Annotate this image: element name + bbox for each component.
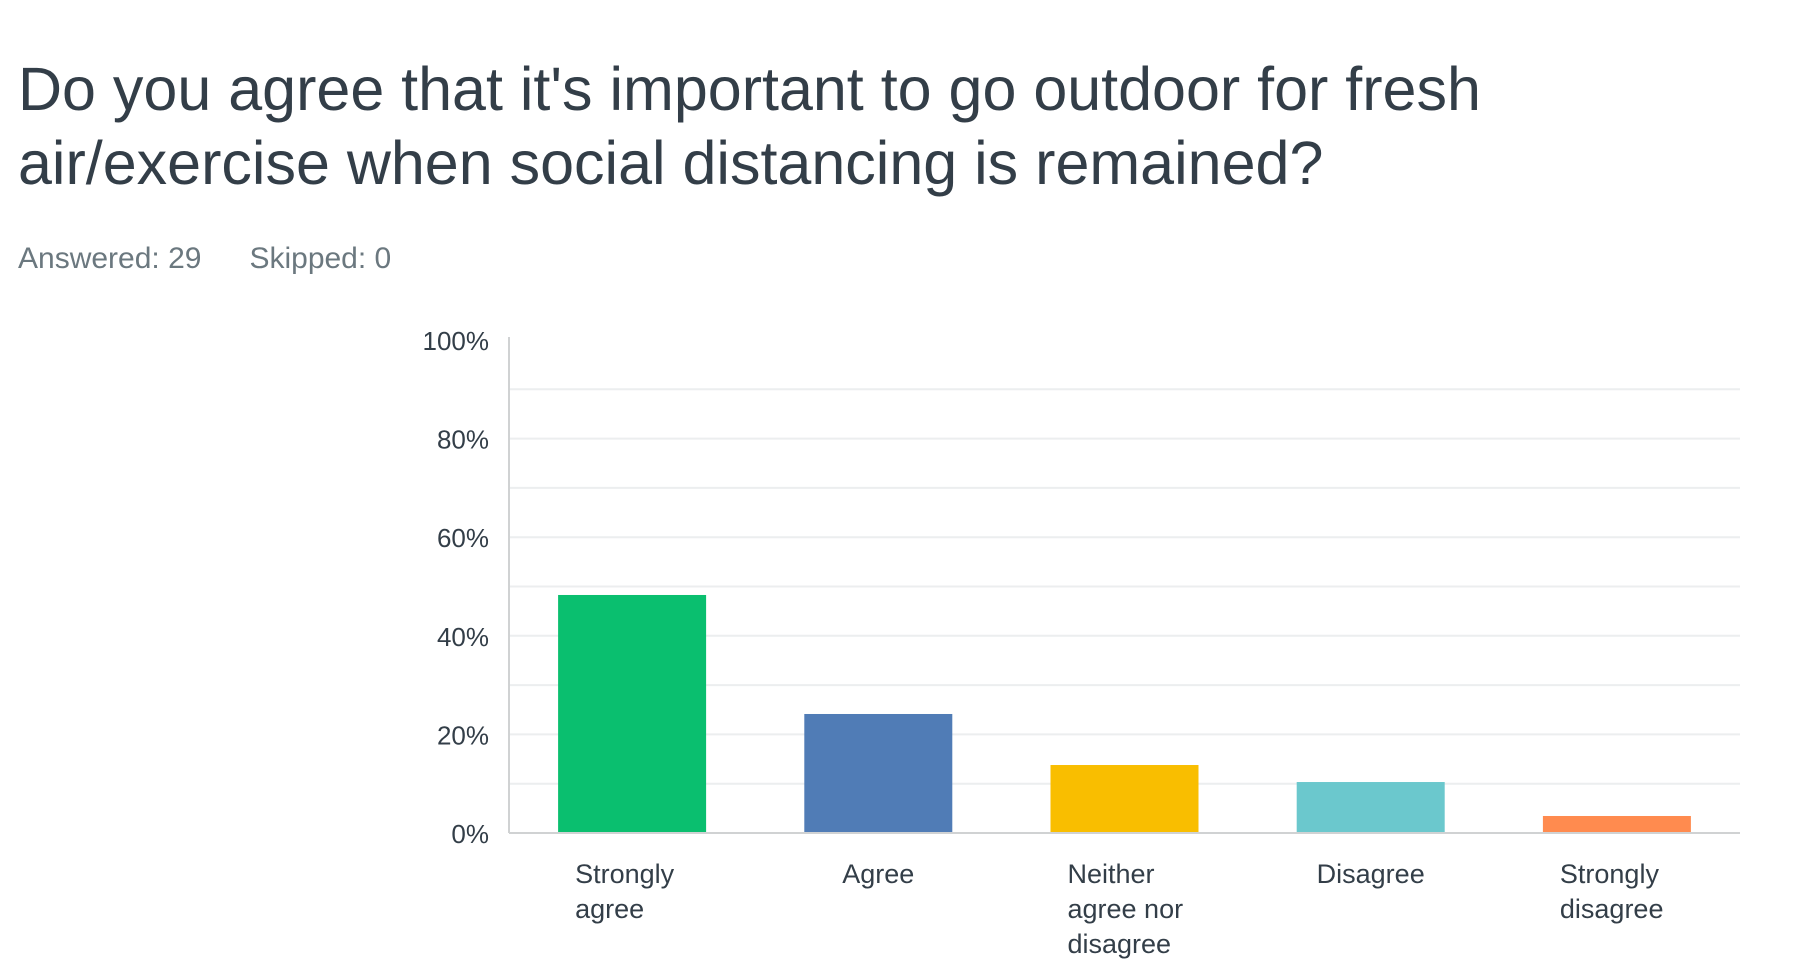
bar xyxy=(1542,815,1691,833)
y-tick-label: 80% xyxy=(437,425,489,455)
skipped-count: Skipped: 0 xyxy=(249,242,392,275)
y-tick-label: 0% xyxy=(451,819,489,849)
bar xyxy=(804,713,953,833)
x-category-label: Disagree xyxy=(1317,859,1425,889)
bar xyxy=(1296,782,1445,833)
x-category-label: Strongly disagree xyxy=(1560,859,1664,924)
question-title: Do you agree that it's important to go o… xyxy=(18,55,1481,197)
y-tick-labels: 0% 20% 40% 60% 80% 100% xyxy=(423,326,490,849)
bar xyxy=(1050,765,1199,833)
y-tick-label: 20% xyxy=(437,720,489,750)
x-category-label: Neither agree nor disagree xyxy=(1068,859,1184,959)
bars xyxy=(558,594,1691,833)
x-category-label: Agree xyxy=(842,859,914,889)
axes xyxy=(508,337,1740,834)
y-tick-label: 40% xyxy=(437,622,489,652)
answered-count: Answered: 29 xyxy=(18,242,202,275)
bar xyxy=(558,594,707,833)
y-tick-label: 60% xyxy=(437,523,489,553)
x-category-labels: Strongly agree Agree Neither agree nor disagr… xyxy=(575,859,1663,959)
y-tick-label: 100% xyxy=(423,326,490,356)
response-stats: Answered: 29 Skipped: 0 xyxy=(18,242,391,276)
x-category-label: Strongly agree xyxy=(575,859,675,924)
